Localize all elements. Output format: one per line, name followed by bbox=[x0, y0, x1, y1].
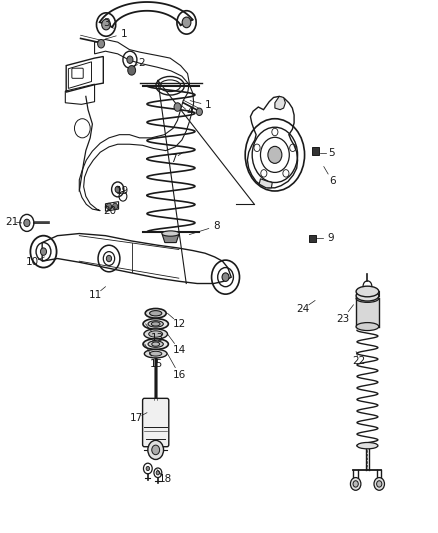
Circle shape bbox=[113, 203, 118, 209]
Circle shape bbox=[353, 481, 358, 487]
Polygon shape bbox=[162, 235, 179, 243]
Text: 9: 9 bbox=[327, 233, 334, 243]
Circle shape bbox=[182, 17, 191, 28]
Ellipse shape bbox=[151, 322, 160, 326]
Circle shape bbox=[102, 19, 110, 30]
Text: 16: 16 bbox=[173, 370, 186, 381]
Ellipse shape bbox=[145, 309, 166, 318]
Text: 3: 3 bbox=[103, 18, 110, 28]
Circle shape bbox=[174, 103, 181, 111]
Circle shape bbox=[146, 466, 150, 471]
Circle shape bbox=[127, 56, 133, 63]
Text: 14: 14 bbox=[173, 345, 186, 356]
Ellipse shape bbox=[356, 322, 379, 330]
Circle shape bbox=[106, 203, 112, 209]
Circle shape bbox=[106, 255, 112, 262]
Circle shape bbox=[128, 66, 136, 75]
Text: 10: 10 bbox=[25, 257, 39, 267]
Circle shape bbox=[24, 219, 30, 227]
FancyBboxPatch shape bbox=[309, 235, 316, 242]
Text: 19: 19 bbox=[116, 186, 129, 196]
Circle shape bbox=[148, 440, 163, 459]
Text: 18: 18 bbox=[159, 474, 173, 484]
Text: 24: 24 bbox=[296, 304, 310, 314]
Ellipse shape bbox=[152, 342, 159, 346]
Text: 11: 11 bbox=[89, 289, 102, 300]
Text: 22: 22 bbox=[352, 356, 365, 366]
Text: 6: 6 bbox=[329, 176, 336, 187]
Text: 8: 8 bbox=[213, 221, 220, 231]
Circle shape bbox=[222, 273, 229, 281]
Text: 2: 2 bbox=[138, 59, 145, 68]
Ellipse shape bbox=[150, 311, 162, 316]
FancyBboxPatch shape bbox=[312, 148, 319, 155]
Circle shape bbox=[98, 39, 105, 48]
Circle shape bbox=[196, 108, 202, 116]
Text: 7: 7 bbox=[170, 154, 177, 164]
Text: 12: 12 bbox=[173, 319, 186, 329]
FancyBboxPatch shape bbox=[356, 298, 379, 327]
Ellipse shape bbox=[150, 351, 162, 356]
Text: 1: 1 bbox=[205, 100, 212, 110]
Ellipse shape bbox=[356, 286, 379, 297]
Circle shape bbox=[115, 186, 120, 192]
Polygon shape bbox=[259, 179, 272, 188]
Text: 13: 13 bbox=[150, 333, 164, 343]
Text: 15: 15 bbox=[149, 359, 163, 369]
Ellipse shape bbox=[145, 350, 167, 358]
FancyBboxPatch shape bbox=[143, 398, 169, 447]
Ellipse shape bbox=[356, 290, 379, 301]
Ellipse shape bbox=[148, 341, 163, 348]
Ellipse shape bbox=[143, 339, 168, 350]
Text: 21: 21 bbox=[5, 217, 18, 227]
Polygon shape bbox=[275, 96, 286, 110]
Text: 20: 20 bbox=[103, 206, 117, 216]
Text: 17: 17 bbox=[130, 413, 144, 423]
Circle shape bbox=[40, 248, 46, 255]
Circle shape bbox=[152, 445, 159, 455]
Circle shape bbox=[377, 481, 382, 487]
Ellipse shape bbox=[162, 231, 179, 236]
Circle shape bbox=[350, 478, 361, 490]
Circle shape bbox=[374, 478, 385, 490]
Ellipse shape bbox=[143, 319, 168, 329]
Text: 4: 4 bbox=[186, 107, 193, 117]
Circle shape bbox=[156, 471, 159, 475]
Ellipse shape bbox=[357, 442, 378, 449]
Ellipse shape bbox=[144, 329, 167, 339]
Circle shape bbox=[268, 147, 282, 164]
Text: 5: 5 bbox=[328, 148, 335, 158]
Text: 1: 1 bbox=[120, 29, 127, 39]
Ellipse shape bbox=[149, 331, 162, 337]
Ellipse shape bbox=[148, 321, 163, 327]
Text: 23: 23 bbox=[336, 313, 350, 324]
